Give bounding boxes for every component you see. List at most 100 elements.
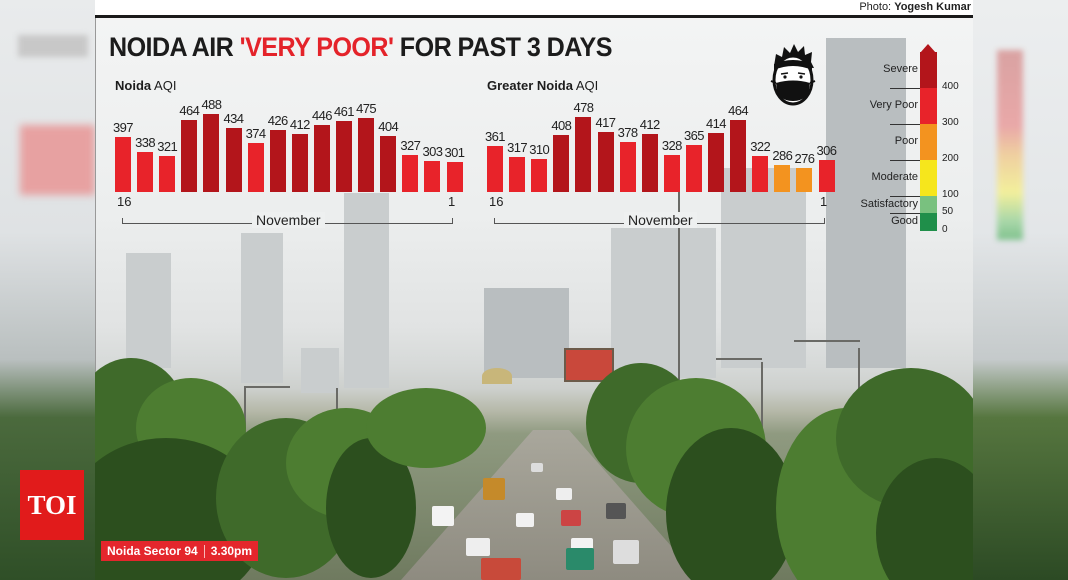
bar-value-label: 478: [573, 99, 594, 115]
car: [432, 506, 454, 526]
street-light-arm: [716, 358, 762, 360]
face-mask-icon: [770, 44, 816, 106]
bar-value-label: 446: [311, 107, 332, 123]
street-light: [678, 192, 680, 382]
bar-value-label: 286: [772, 148, 793, 164]
blurred-title: [18, 35, 88, 57]
chart-title-rest: AQI: [575, 78, 599, 93]
car: [613, 540, 639, 564]
infographic: Photo: Yogesh Kumar: [95, 0, 973, 580]
aqi-bar: [380, 135, 397, 192]
bar-value-label: 327: [400, 137, 421, 153]
credit-bar: Photo: Yogesh Kumar: [95, 0, 973, 16]
aqi-bar: [575, 116, 592, 192]
bar-value-label: 328: [661, 137, 682, 153]
bar-value-label: 426: [267, 113, 288, 128]
building: [826, 38, 906, 368]
scale-threshold-value: 50: [942, 206, 954, 217]
building: [241, 233, 283, 383]
chart-title-rest: AQI: [154, 78, 177, 93]
x-axis-start-label: 16: [489, 194, 504, 209]
scale-segment: [920, 88, 937, 124]
scale-tick: [890, 213, 920, 214]
scale-threshold-value: 0: [942, 224, 948, 235]
scale-category-label: Moderate: [871, 171, 918, 183]
chart-title-bold: Noida: [115, 78, 152, 93]
aqi-bar: [663, 154, 680, 192]
building: [344, 193, 389, 388]
bar-value-label: 310: [529, 142, 550, 158]
bar-value-label: 338: [135, 135, 156, 151]
bar-value-label: 464: [179, 103, 200, 119]
aqi-bar: [402, 154, 419, 192]
building: [484, 288, 569, 378]
bar-value-label: 303: [422, 144, 443, 159]
bar-value-label: 475: [356, 100, 377, 116]
x-axis-label: November: [624, 212, 697, 228]
chart-title: Noida AQI: [115, 78, 465, 93]
street-light-arm: [244, 386, 290, 388]
blurred-bars: [20, 125, 95, 195]
aqi-bar: [291, 133, 308, 192]
aqi-bar: [619, 142, 636, 192]
aqi-bar: [553, 134, 570, 192]
headline: NOIDA AIR 'VERY POOR' FOR PAST 3 DAYS: [109, 32, 612, 63]
street-light-arm: [794, 340, 860, 342]
aqi-bar: [358, 117, 375, 192]
scale-tick: [890, 196, 920, 197]
photo-credit: Photo: Yogesh Kumar: [859, 1, 971, 13]
x-axis-label: November: [252, 212, 325, 228]
scale-tick: [890, 124, 920, 125]
truck: [483, 478, 505, 500]
aqi-bar: [115, 137, 131, 192]
bar-value-label: 301: [444, 144, 465, 160]
building: [126, 253, 171, 368]
street-light: [761, 362, 763, 462]
headline-part2: FOR PAST 3 DAYS: [393, 32, 613, 62]
headline-part1: NOIDA AIR: [109, 32, 240, 62]
bar-value-label: 276: [794, 150, 815, 166]
bar-value-label: 408: [551, 117, 572, 133]
scale-segment: [920, 213, 937, 231]
bus: [566, 548, 594, 570]
scale-segment: [920, 52, 937, 88]
bar-value-label: 374: [245, 126, 266, 142]
bar-value-label: 317: [507, 140, 528, 156]
aqi-bar: [509, 157, 526, 192]
aqi-bar: [181, 120, 198, 192]
aqi-bar: [685, 145, 702, 192]
car: [531, 463, 543, 472]
tree: [666, 428, 796, 580]
aqi-bar: [137, 152, 154, 192]
car: [606, 503, 626, 519]
noida-aqi-chart: Noida AQI 397 338 321 464 488 434 374 426 412 446…: [113, 78, 465, 228]
aqi-bar: [247, 143, 264, 192]
bar-value-label: 365: [683, 128, 704, 144]
tag-separator: [203, 544, 205, 558]
bar-value-label: 404: [378, 118, 399, 134]
scale-category-label: Very Poor: [869, 99, 918, 111]
truck: [481, 558, 521, 580]
scale-segment: [920, 196, 937, 213]
blurred-scale: [997, 50, 1023, 240]
aqi-bar: [531, 159, 548, 192]
aqi-bar: [730, 120, 747, 192]
location-time: 3.30pm: [210, 544, 253, 558]
tree: [366, 388, 486, 468]
scale-category-label: Severe: [883, 63, 918, 75]
aqi-bar: [269, 130, 286, 192]
aqi-color-scale: [920, 44, 937, 237]
bar-value-label: 412: [639, 116, 660, 132]
scale-category-label: Satisfactory: [860, 197, 918, 210]
x-axis-end-label: 1: [820, 194, 828, 209]
aqi-bar: [487, 146, 503, 192]
car: [466, 538, 490, 556]
aqi-bar: [752, 156, 769, 192]
top-rule: [95, 15, 973, 18]
building: [301, 348, 339, 393]
aqi-bar: [313, 124, 330, 192]
bar-value-label: 434: [223, 110, 244, 126]
location-place: Noida Sector 94: [107, 544, 198, 558]
scale-tick: [890, 160, 920, 161]
bar-value-label: 464: [728, 103, 749, 119]
